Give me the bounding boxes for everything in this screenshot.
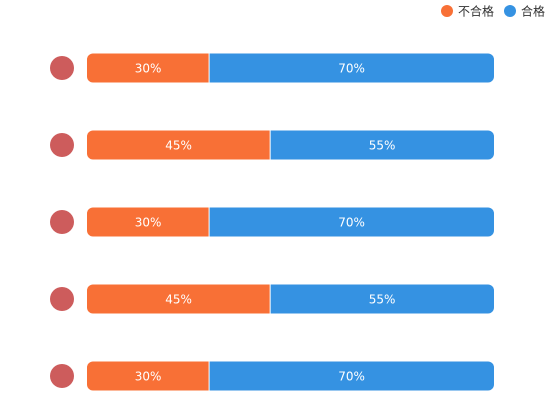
bar-segment-qualified[interactable] (209, 361, 494, 391)
category-marker (50, 287, 74, 311)
legend-label-unqualified: 不合格 (458, 4, 494, 19)
bar-segments (87, 207, 494, 237)
data-label-qualified: 70% (338, 216, 365, 230)
bar-segment-unqualified[interactable] (87, 53, 210, 83)
plot-area: 30% 70% 45% 55% 30% 70% 45% 55% 30% 70% (50, 53, 494, 391)
data-label-qualified: 55% (369, 293, 396, 307)
bar-row-4: 45% 55% (50, 284, 494, 314)
legend-swatch-qualified (504, 5, 516, 17)
data-label-unqualified: 30% (135, 62, 162, 76)
bar-segment-unqualified[interactable] (87, 361, 210, 391)
bar-segments (87, 53, 494, 83)
bar-row-3: 30% 70% (50, 207, 494, 237)
data-label-qualified: 70% (338, 370, 365, 384)
bar-segment-qualified[interactable] (270, 130, 494, 160)
bar-segments (87, 284, 494, 314)
bar-segments (87, 361, 494, 391)
bar-segment-unqualified[interactable] (87, 130, 271, 160)
category-marker (50, 364, 74, 388)
bar-segment-unqualified[interactable] (87, 207, 210, 237)
data-label-unqualified: 30% (135, 216, 162, 230)
bar-row-1: 30% 70% (50, 53, 494, 83)
legend-item-qualified[interactable]: 合格 (504, 4, 545, 19)
bar-segment-qualified[interactable] (209, 207, 494, 237)
legend: 不合格 合格 (441, 4, 545, 19)
legend-item-unqualified[interactable]: 不合格 (441, 4, 494, 19)
category-marker (50, 56, 74, 80)
bar-segment-qualified[interactable] (209, 53, 494, 83)
bar-segment-qualified[interactable] (270, 284, 494, 314)
data-label-unqualified: 45% (165, 293, 192, 307)
bar-segment-unqualified[interactable] (87, 284, 271, 314)
data-label-unqualified: 30% (135, 370, 162, 384)
bar-row-5: 30% 70% (50, 361, 494, 391)
data-label-qualified: 55% (369, 139, 396, 153)
legend-label-qualified: 合格 (521, 4, 545, 19)
data-label-qualified: 70% (338, 62, 365, 76)
legend-swatch-unqualified (441, 5, 453, 17)
category-marker (50, 133, 74, 157)
bar-segments (87, 130, 494, 160)
bar-row-2: 45% 55% (50, 130, 494, 160)
category-marker (50, 210, 74, 234)
data-label-unqualified: 45% (165, 139, 192, 153)
